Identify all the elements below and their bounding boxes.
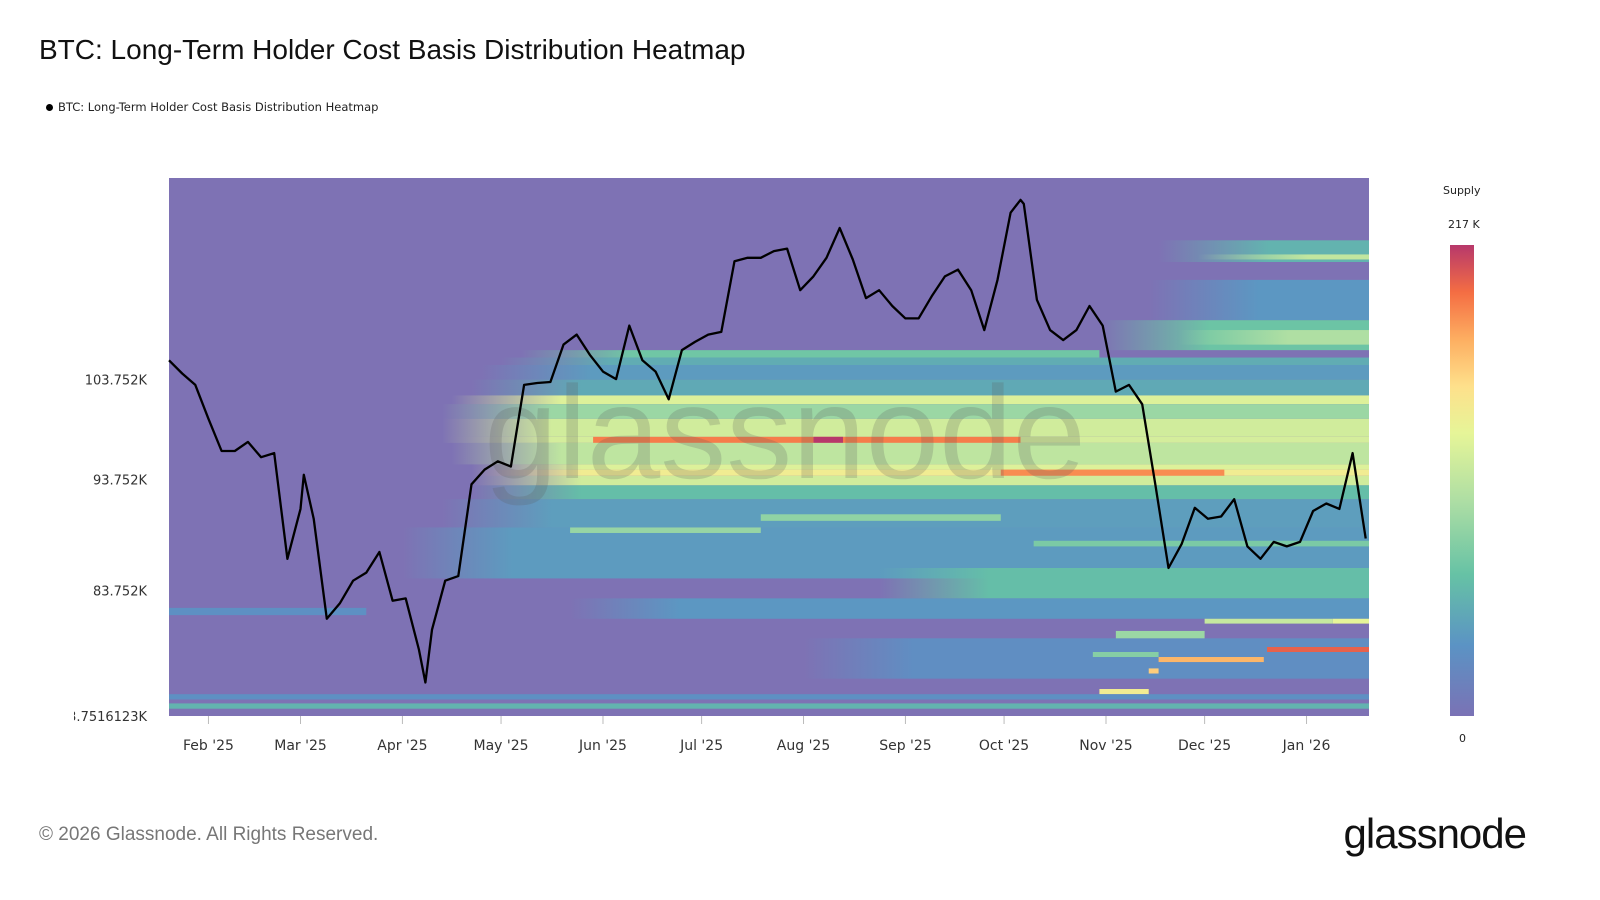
heatmap-band [481,365,1370,380]
legend[interactable]: BTC: Long-Term Holder Cost Basis Distrib… [46,100,378,114]
price-line [168,198,1367,684]
heatmap-band [471,464,1369,470]
watermark: glassnode [484,359,1086,506]
x-tick-label: Apr '25 [377,738,427,754]
x-tick-label: Jul '25 [679,738,723,754]
y-axis: 103.752K 93.752K 83.752K 73.7516123K [60,374,148,725]
x-tick-label: Dec '25 [1178,738,1231,754]
heatmap-band [1099,688,1149,695]
y-tick-label: 73.7516123K [60,710,148,725]
y-tick-label: 93.752K [93,473,147,488]
heatmap-band [169,607,367,616]
heatmap-band [593,436,1021,443]
heatmap-band [451,395,1369,405]
heatmap-band [451,442,1369,465]
x-tick-label: Aug '25 [777,738,830,754]
heatmap-band [813,436,843,443]
heatmap-band [520,350,1100,358]
heatmap-band [1148,668,1159,674]
heatmap-band [760,514,1001,521]
heatmap-band [1148,279,1369,321]
x-axis: Feb '25 Mar '25 Apr '25 May '25 Jun '25 Jul '… [183,716,1330,754]
heatmap-band [1092,651,1159,658]
legend-marker-icon [46,103,53,111]
heatmap-band [1267,646,1369,652]
legend-label: BTC: Long-Term Holder Cost Basis Distrib… [58,100,379,114]
colorbar-min-label: 0 [1459,732,1466,745]
x-tick-label: Mar '25 [274,738,327,754]
heatmap-band [1158,657,1264,663]
heatmap-band [169,694,1369,700]
heatmap-band [441,404,1369,419]
heatmap-band [169,703,1369,709]
colorbar [1450,245,1474,716]
copyright: © 2026 Glassnode. All Rights Reserved. [39,824,379,845]
heatmap-band [1115,630,1205,639]
heatmap-band [441,499,1369,528]
heatmap-band [471,379,1369,396]
x-tick-label: Nov '25 [1079,738,1132,754]
heatmap-band [803,638,1369,679]
y-tick-label: 83.752K [93,585,147,600]
colorbar-max-label: 217 K [1448,218,1480,231]
heatmap-band [441,418,1369,437]
x-tick-label: Feb '25 [183,738,234,754]
heatmap-band [1332,618,1369,624]
heatmap-bands [169,240,1370,709]
heatmap-band [501,357,1369,366]
colorbar-title: Supply [1443,184,1481,197]
heatmap-band [570,598,1369,619]
x-tick-label: Sep '25 [879,738,932,754]
heatmap-band [1204,618,1333,624]
y-tick-label: 103.752K [85,374,148,389]
heatmap-band [879,568,1369,599]
heatmap-band [471,485,1369,500]
heatmap-band [1178,330,1369,345]
page-title: BTC: Long-Term Holder Cost Basis Distrib… [39,34,746,65]
glassnode-logo[interactable]: glassnode [1343,810,1527,857]
heatmap-band [1198,254,1369,260]
heatmap-band [471,469,1369,476]
heatmap-band [471,475,1369,486]
x-tick-label: Oct '25 [979,738,1029,754]
x-tick-label: Jan '26 [1282,738,1331,754]
heatmap-band [570,527,761,533]
x-tick-label: Jun '25 [578,738,627,754]
heatmap-band [1033,540,1369,547]
heatmap-band [1000,469,1225,476]
x-tick-label: May '25 [474,738,529,754]
